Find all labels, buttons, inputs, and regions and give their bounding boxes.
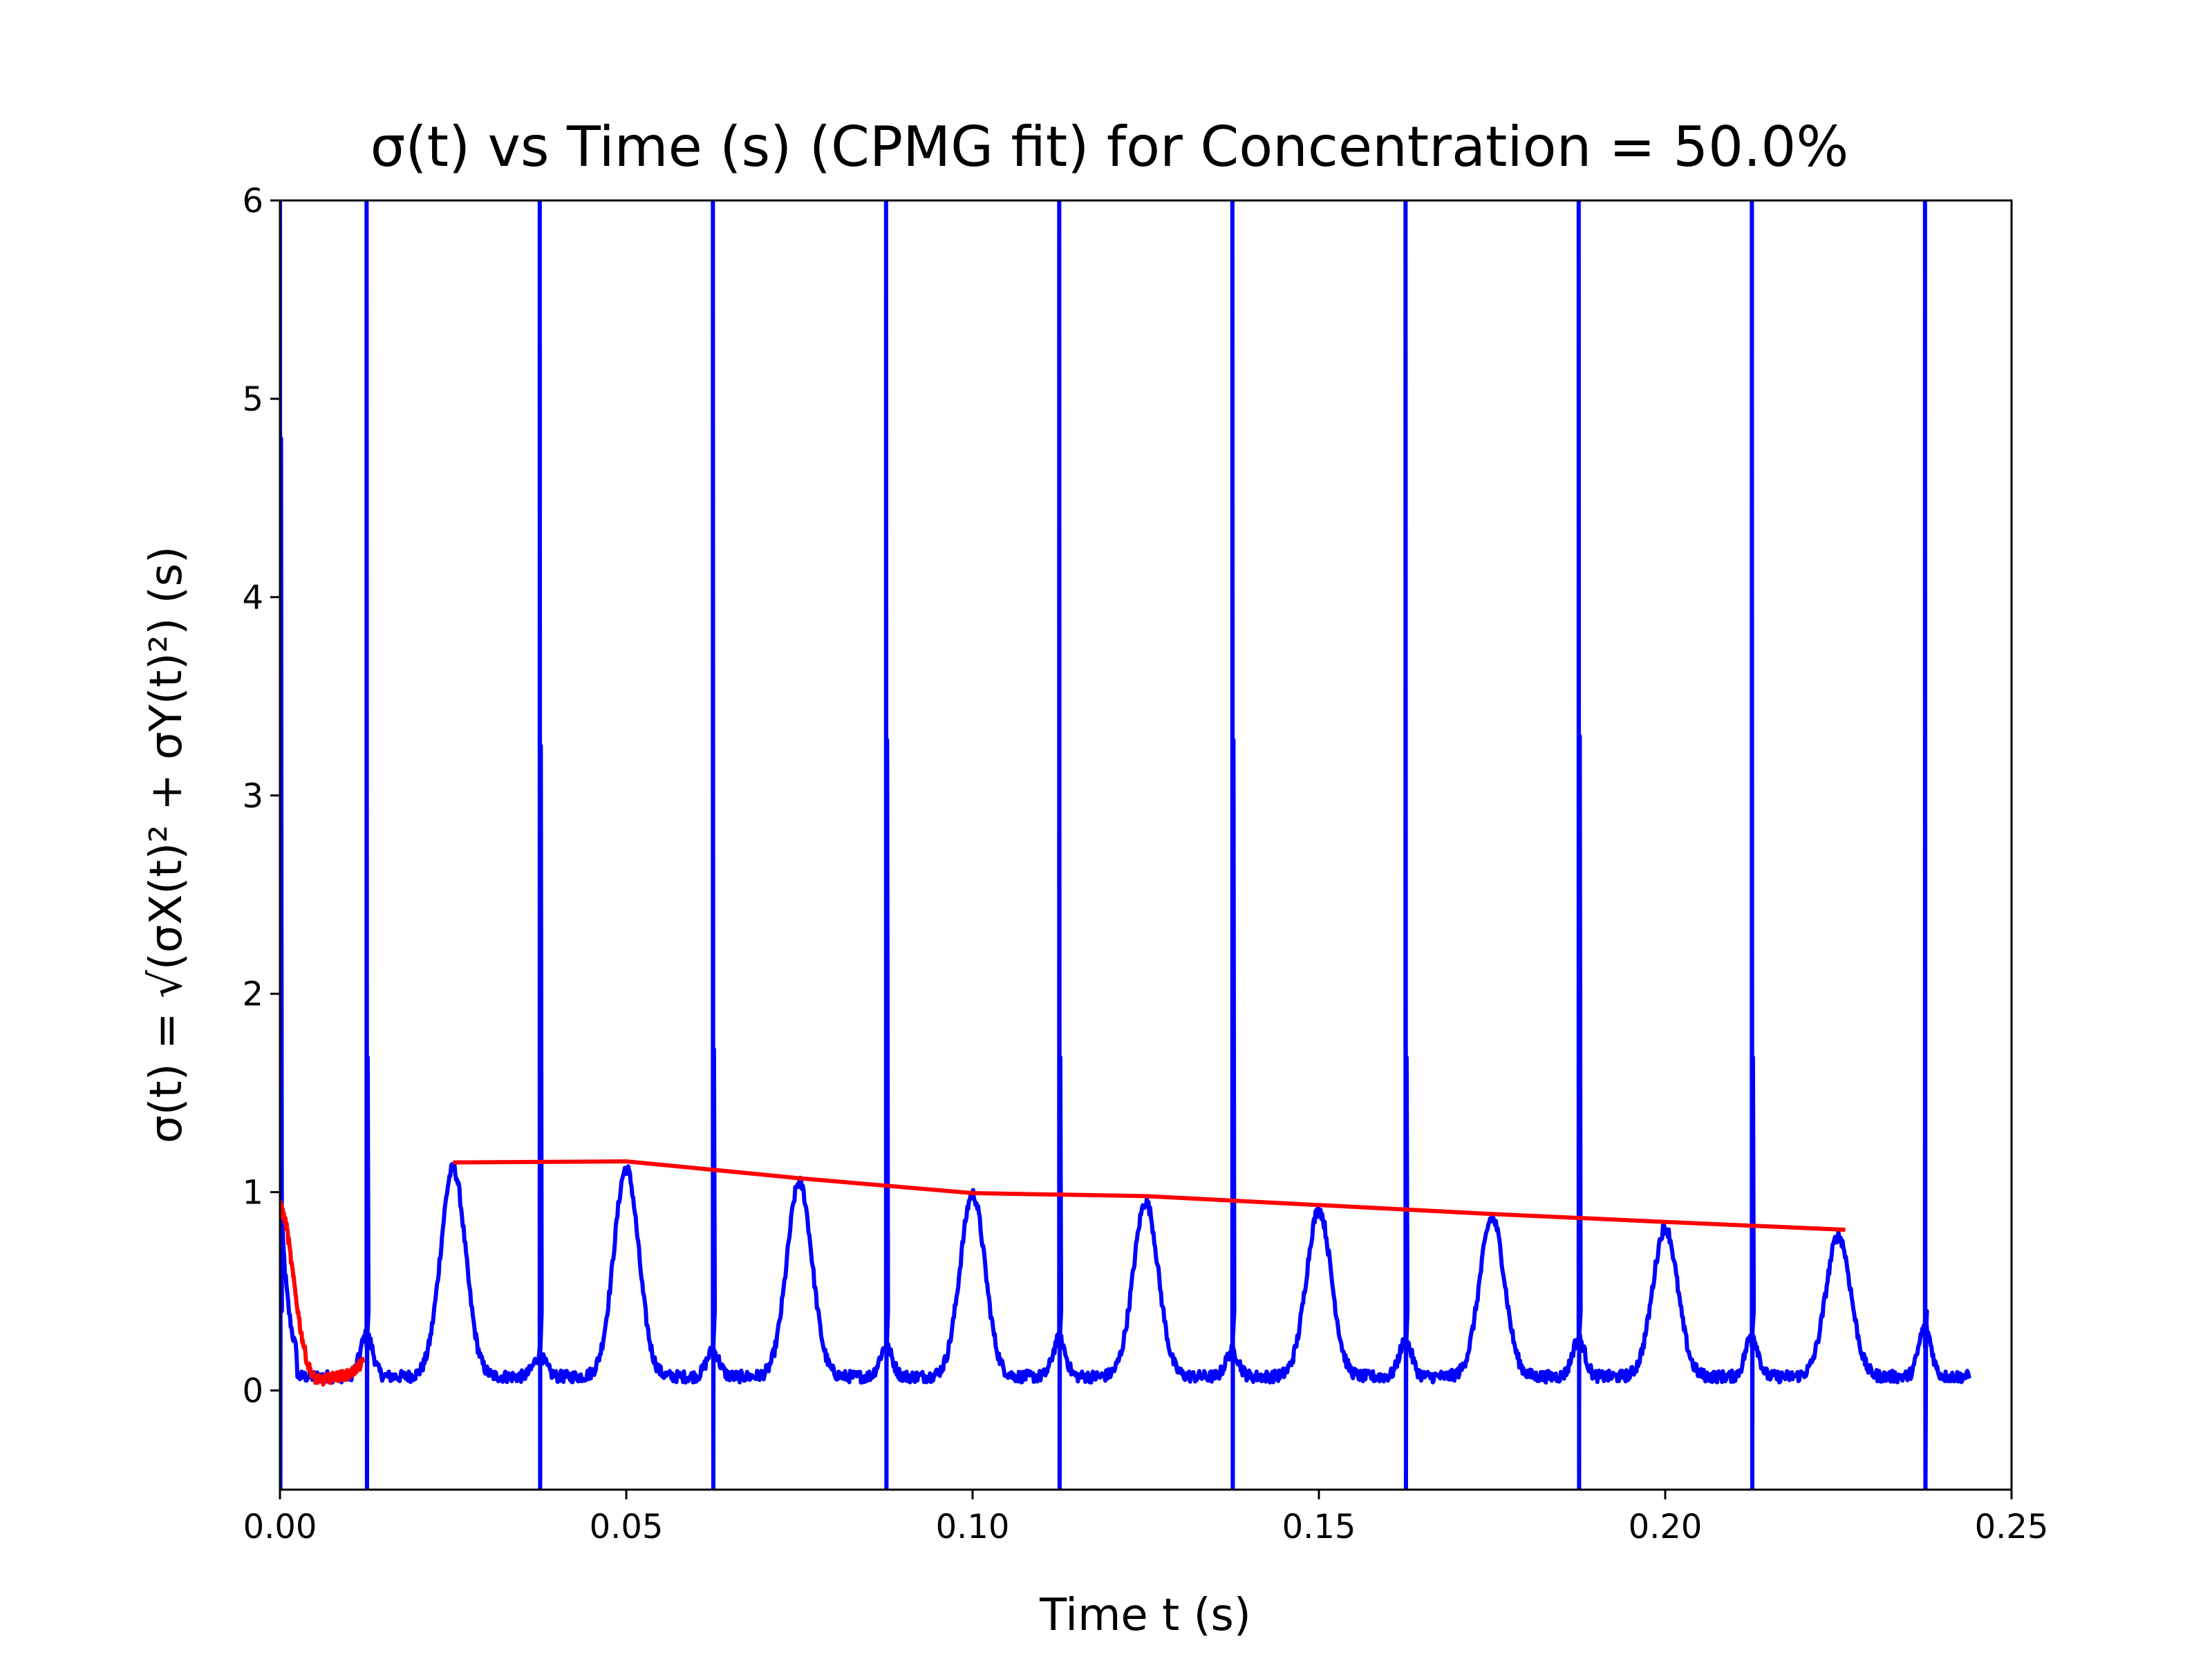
y-axis: 0 1 2 3 4 5 6 xyxy=(242,182,280,1411)
y-tick-label: 1 xyxy=(242,1174,263,1212)
series-fit-line-2 xyxy=(453,1159,1846,1232)
x-tick-label: 0.25 xyxy=(1975,1508,2049,1546)
y-tick-label: 4 xyxy=(242,579,263,617)
x-tick-label: 0.15 xyxy=(1282,1508,1356,1546)
chart-title: σ(t) vs Time (s) (CPMG fit) for Concentr… xyxy=(371,115,1849,179)
plot-frame xyxy=(279,199,2013,1491)
x-axis: 0.00 0.05 0.10 0.15 0.20 0.25 xyxy=(243,1490,2049,1546)
x-axis-label: Time t (s) xyxy=(1039,1590,1251,1641)
series-fit-line-1 xyxy=(280,1199,366,1387)
y-tick-label: 0 xyxy=(242,1372,263,1411)
series-measured-line xyxy=(280,200,1972,1490)
x-tick-label: 0.05 xyxy=(590,1508,664,1546)
x-tick-label: 0.00 xyxy=(243,1508,317,1546)
y-tick-label: 3 xyxy=(242,777,263,816)
y-tick-label: 6 xyxy=(242,182,263,221)
y-tick-label: 5 xyxy=(242,380,263,419)
series-layer xyxy=(280,200,1972,1490)
y-axis-label: σ(t) = √(σX(t)² + σY(t)²) (s) xyxy=(141,546,192,1143)
x-tick-label: 0.10 xyxy=(936,1508,1010,1546)
y-tick-label: 2 xyxy=(242,975,263,1014)
x-tick-label: 0.20 xyxy=(1629,1508,1703,1546)
